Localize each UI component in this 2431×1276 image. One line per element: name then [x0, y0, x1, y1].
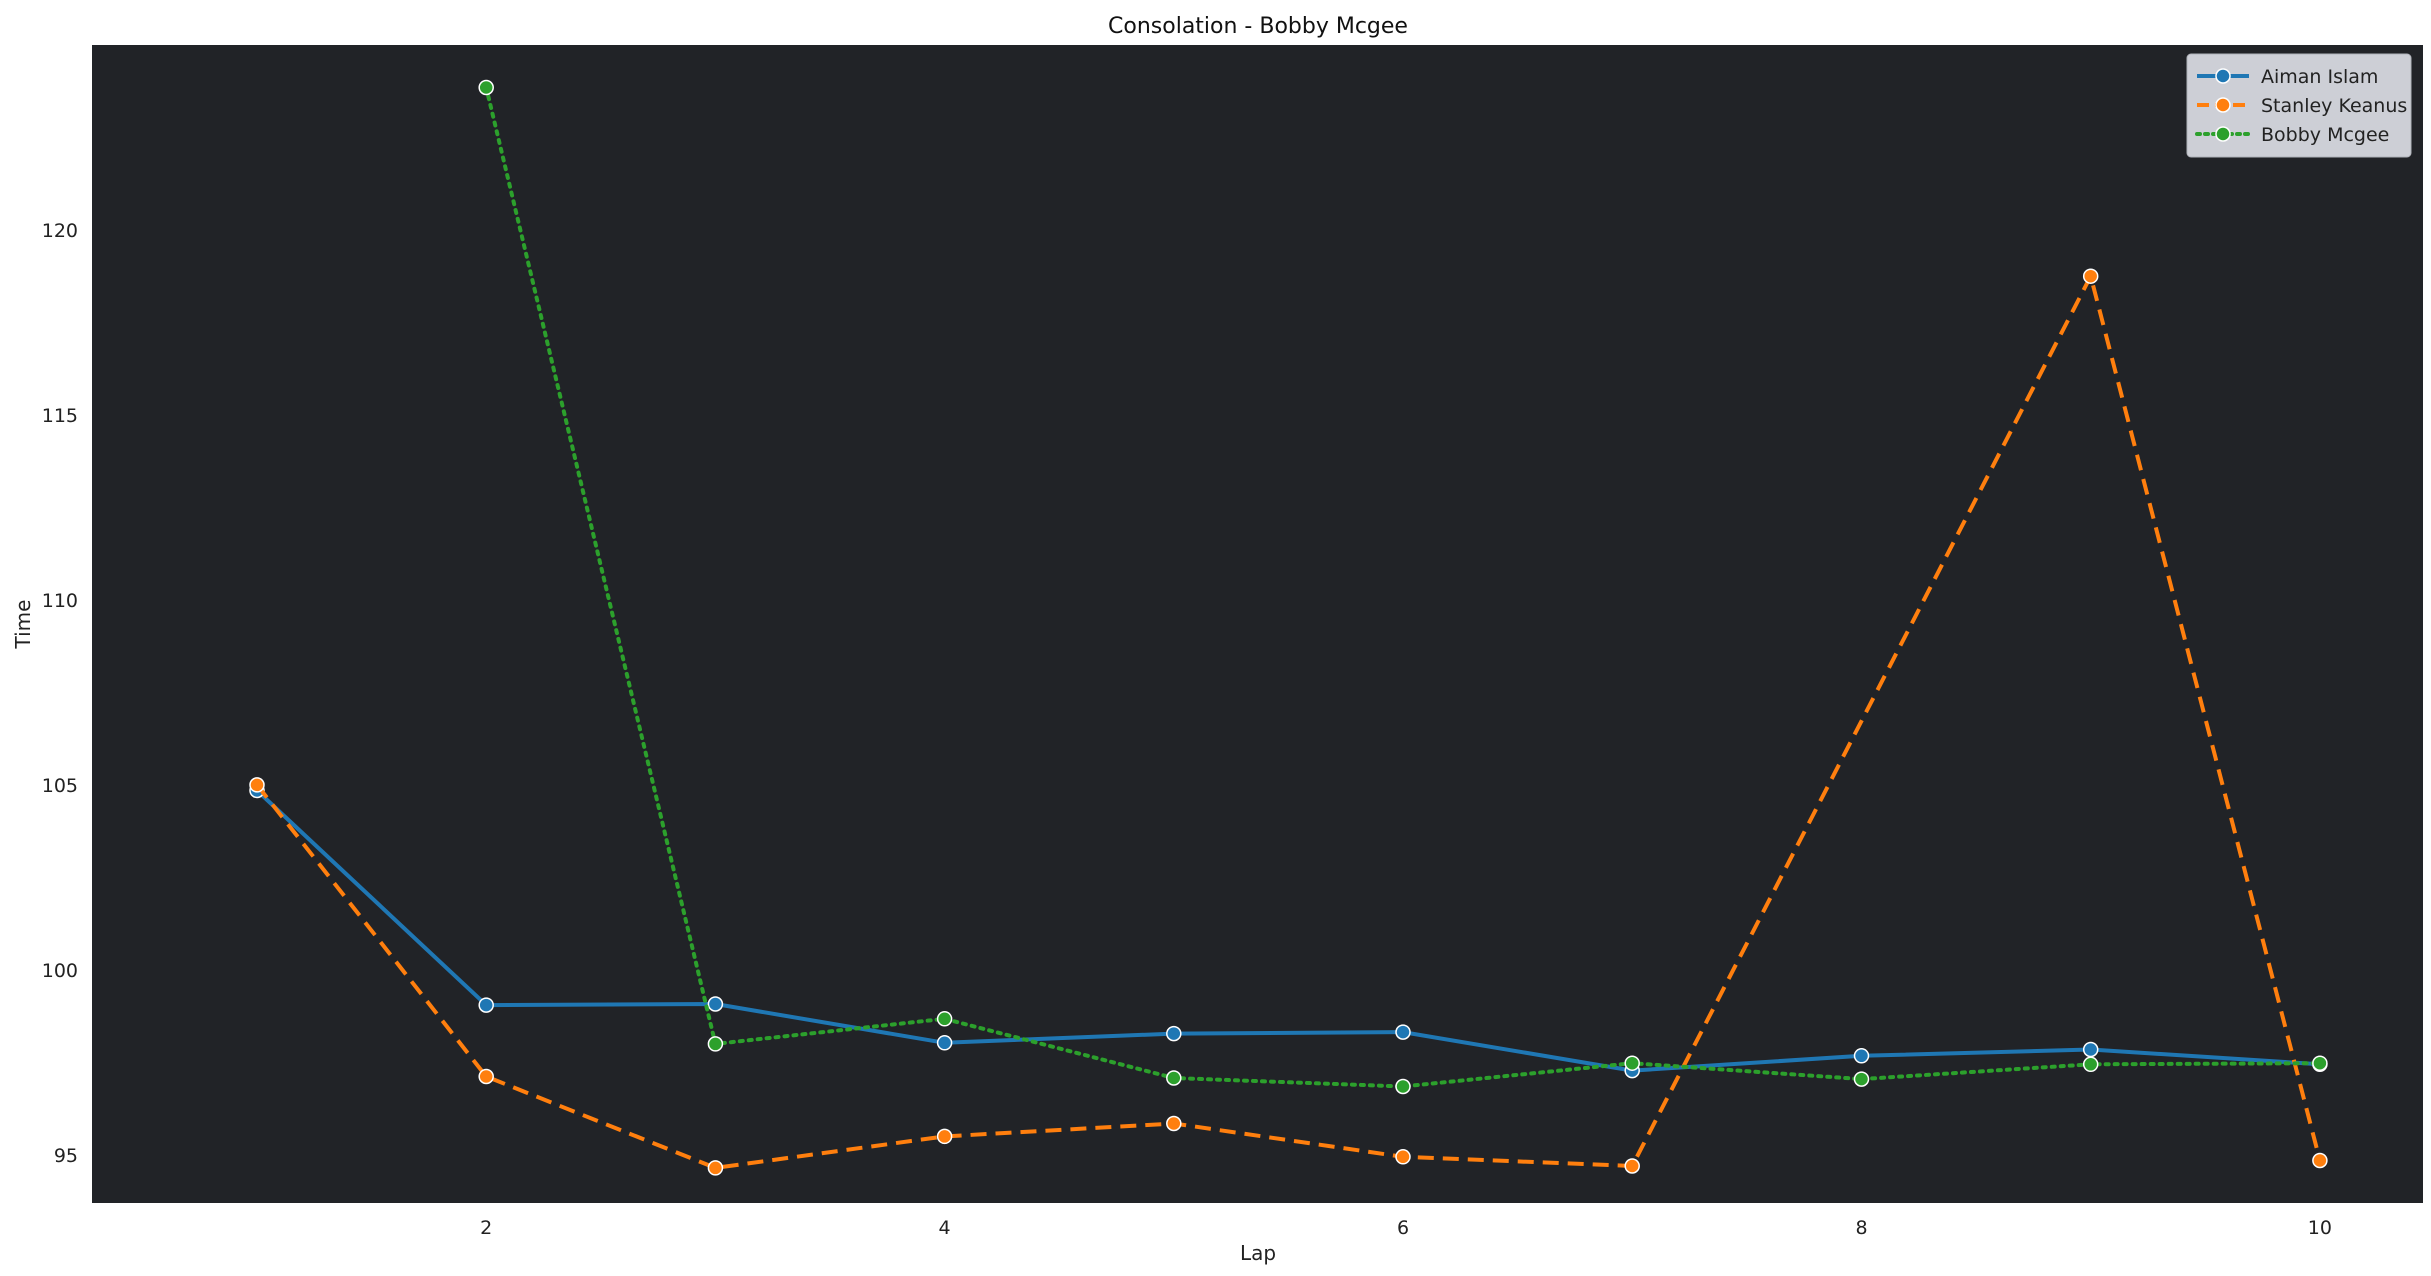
data-point — [1853, 1071, 1870, 1087]
data-point — [1395, 1149, 1411, 1165]
y-tick-label: 95 — [54, 1145, 78, 1167]
series-line-0 — [255, 789, 2321, 1073]
data-point — [1166, 1115, 1182, 1132]
plot-area — [92, 45, 2423, 1203]
legend-label: Bobby Mcgee — [2261, 124, 2389, 146]
x-tick-label: 6 — [1397, 1217, 1409, 1239]
legend-box — [2186, 53, 2412, 158]
data-point — [707, 996, 724, 1012]
series-layer — [249, 79, 2328, 1176]
data-point — [1624, 1055, 1640, 1071]
legend-marker — [2215, 126, 2231, 142]
data-point — [936, 1128, 953, 1145]
x-axis-label: Lap — [1240, 1241, 1276, 1265]
data-point — [478, 997, 494, 1013]
y-tick-label: 115 — [42, 405, 78, 427]
legend-label: Stanley Keanus — [2261, 95, 2407, 117]
legend-marker — [2215, 97, 2231, 113]
data-point — [1166, 1025, 1182, 1042]
x-tick-label: 8 — [1855, 1217, 1867, 1239]
data-point — [2312, 1055, 2328, 1071]
data-point — [1395, 1024, 1411, 1040]
legend-marker — [2215, 68, 2231, 84]
data-point — [249, 777, 265, 793]
y-tick-label: 120 — [42, 220, 78, 242]
legend: Aiman Islam Stanley Keanus Bobby Mcgee — [2186, 53, 2412, 158]
data-point — [1395, 1078, 1411, 1095]
data-point — [2082, 268, 2099, 284]
data-point — [2082, 1041, 2099, 1058]
x-tick-label: 2 — [480, 1217, 492, 1239]
data-point — [2082, 1056, 2099, 1073]
data-point — [707, 1036, 724, 1052]
data-point — [2312, 1152, 2328, 1169]
data-point — [478, 1068, 494, 1085]
data-point — [1624, 1158, 1640, 1174]
legend-label: Aiman Islam — [2261, 66, 2378, 88]
y-axis-label: Time — [11, 600, 35, 650]
data-point — [1166, 1070, 1182, 1086]
x-tick-label: 10 — [2308, 1217, 2332, 1239]
y-tick-label: 100 — [42, 960, 78, 982]
data-point — [1853, 1048, 1870, 1064]
y-tick-label: 110 — [42, 590, 78, 612]
series-line-2 — [484, 85, 2322, 1089]
chart-title: Consolation - Bobby Mcgee — [1108, 14, 1408, 39]
x-axis: 2 4 6 8 10 — [480, 1217, 2332, 1239]
x-tick-label: 4 — [939, 1217, 951, 1239]
data-point — [478, 79, 494, 96]
y-axis: 95 100 105 110 115 120 — [42, 220, 78, 1167]
data-point — [936, 1011, 953, 1027]
data-point — [707, 1160, 724, 1176]
y-tick-label: 105 — [42, 775, 78, 797]
data-point — [936, 1035, 953, 1051]
